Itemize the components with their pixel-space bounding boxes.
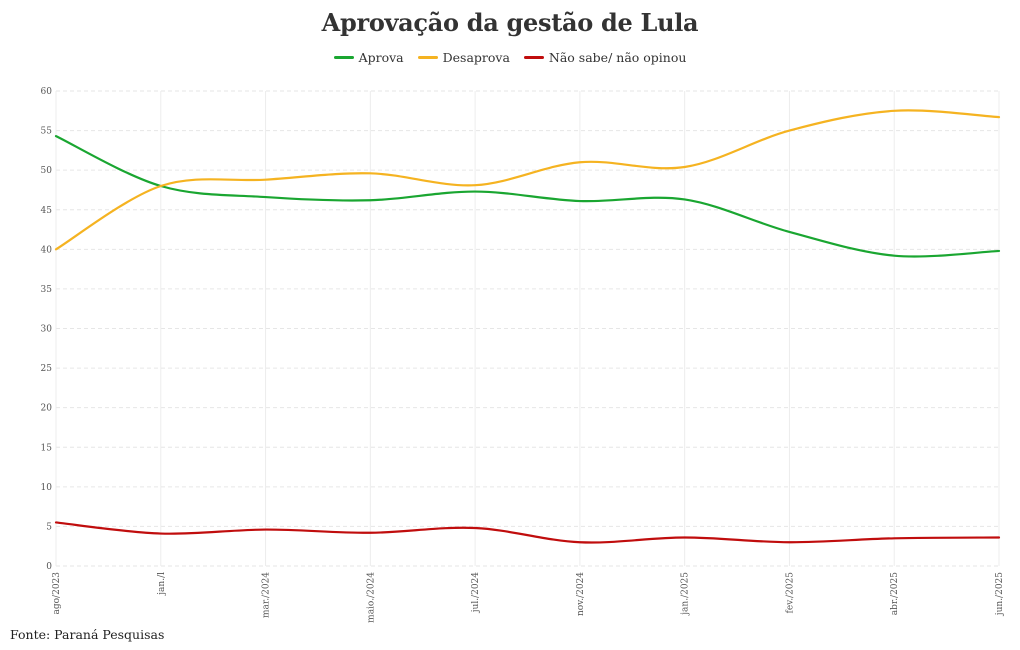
- data-point-desaprova[interactable]: [577, 159, 583, 165]
- legend-item-desaprova[interactable]: Desaprova: [417, 50, 510, 65]
- data-point-desaprova[interactable]: [682, 164, 688, 170]
- x-tick-label: jul./2024: [471, 572, 481, 614]
- legend-label-desaprova: Desaprova: [442, 50, 510, 65]
- data-point-n-o-sabe-n-o-opinou[interactable]: [263, 527, 269, 533]
- y-tick-label: 45: [41, 206, 53, 216]
- legend-swatch-nao-sabe: [523, 56, 544, 59]
- y-tick-label: 5: [46, 522, 52, 532]
- source-note: Fonte: Paraná Pesquisas: [10, 627, 165, 642]
- data-point-aprova[interactable]: [367, 197, 373, 203]
- data-point-desaprova[interactable]: [996, 114, 1002, 120]
- grid: [55, 90, 1000, 567]
- data-point-desaprova[interactable]: [786, 128, 792, 134]
- y-tick-label: 35: [41, 285, 53, 295]
- x-tick-label: jan./l: [157, 572, 167, 596]
- x-tick-label: jan./2025: [681, 572, 691, 616]
- data-point-aprova[interactable]: [996, 248, 1002, 254]
- legend-item-nao-sabe[interactable]: Não sabe/ não opinou: [523, 50, 687, 65]
- series-line-desaprova[interactable]: [54, 109, 1001, 251]
- data-point-aprova[interactable]: [472, 189, 478, 195]
- y-tick-label: 10: [41, 483, 53, 493]
- data-point-desaprova[interactable]: [472, 182, 478, 188]
- data-point-aprova[interactable]: [682, 196, 688, 202]
- legend-label-aprova: Aprova: [358, 50, 404, 65]
- x-tick-label: jun./2025: [995, 572, 1005, 616]
- data-point-aprova[interactable]: [263, 194, 269, 200]
- series-lines: [53, 108, 1002, 545]
- y-tick-label: 0: [46, 562, 52, 572]
- data-point-aprova[interactable]: [786, 229, 792, 235]
- data-point-aprova[interactable]: [891, 253, 897, 259]
- data-point-desaprova[interactable]: [158, 183, 164, 189]
- data-point-n-o-sabe-n-o-opinou[interactable]: [577, 539, 583, 545]
- data-point-aprova[interactable]: [53, 133, 59, 139]
- x-tick-label: maio./2024: [366, 572, 376, 623]
- data-point-n-o-sabe-n-o-opinou[interactable]: [158, 531, 164, 537]
- data-point-n-o-sabe-n-o-opinou[interactable]: [996, 535, 1002, 541]
- legend-label-nao-sabe: Não sabe/ não opinou: [548, 50, 687, 65]
- x-tick-label: fev./2025: [785, 572, 795, 614]
- legend-item-aprova[interactable]: Aprova: [333, 50, 404, 65]
- y-tick-label: 25: [41, 364, 53, 374]
- y-tick-label: 30: [41, 325, 53, 335]
- data-point-n-o-sabe-n-o-opinou[interactable]: [786, 539, 792, 545]
- data-point-n-o-sabe-n-o-opinou[interactable]: [891, 535, 897, 541]
- data-point-desaprova[interactable]: [263, 177, 269, 183]
- data-point-desaprova[interactable]: [891, 108, 897, 114]
- axes: 0 5 10 15 20 25 30 35 40 45 50 55 60 ago/2023 jan./l ma…: [41, 87, 1005, 623]
- data-point-desaprova[interactable]: [367, 170, 373, 176]
- chart-legend: Aprova Desaprova Não sabe/ não opinou: [0, 50, 1020, 65]
- x-tick-label: abr./2025: [890, 572, 900, 616]
- x-tick-label: nov./2024: [576, 572, 586, 616]
- y-tick-label: 50: [41, 166, 53, 176]
- data-point-desaprova[interactable]: [53, 246, 59, 252]
- legend-swatch-desaprova: [417, 56, 438, 59]
- chart-title: Aprovação da gestão de Lula: [321, 8, 699, 37]
- data-point-n-o-sabe-n-o-opinou[interactable]: [53, 519, 59, 525]
- data-point-n-o-sabe-n-o-opinou[interactable]: [682, 535, 688, 541]
- series-line-n-o-sabe-n-o-opinou[interactable]: [54, 521, 1001, 544]
- y-tick-label: 20: [41, 404, 53, 414]
- y-tick-label: 15: [41, 443, 53, 453]
- y-tick-label: 60: [41, 87, 53, 97]
- legend-swatch-aprova: [333, 56, 354, 59]
- y-tick-label: 55: [41, 127, 53, 137]
- x-tick-label: mar./2024: [262, 572, 272, 618]
- series-line-aprova[interactable]: [54, 135, 1001, 258]
- x-tick-label: ago/2023: [52, 572, 62, 615]
- data-point-aprova[interactable]: [577, 198, 583, 204]
- y-tick-label: 40: [41, 245, 53, 255]
- data-point-n-o-sabe-n-o-opinou[interactable]: [367, 530, 373, 536]
- data-point-n-o-sabe-n-o-opinou[interactable]: [472, 525, 478, 531]
